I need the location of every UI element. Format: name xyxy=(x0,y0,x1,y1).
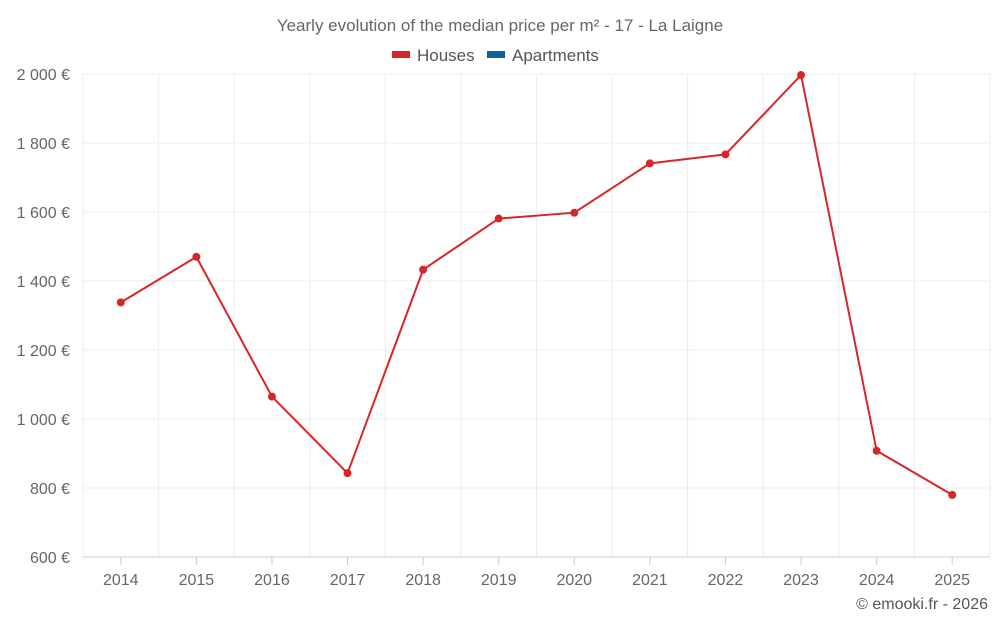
y-tick-label: 1 400 € xyxy=(17,274,70,291)
y-tick-label: 1 600 € xyxy=(17,205,70,222)
y-tick-label: 1 000 € xyxy=(17,412,70,429)
legend: Houses Apartments xyxy=(392,46,599,65)
legend-label-houses[interactable]: Houses xyxy=(417,46,475,65)
y-tick-label: 600 € xyxy=(30,550,70,567)
x-axis: 2014 2015 2016 2017 2018 2019 2020 2021 2022 2023… xyxy=(83,556,990,589)
data-point-houses-2021[interactable] xyxy=(645,159,654,168)
x-tick-label: 2018 xyxy=(405,572,441,589)
y-tick-label: 2 000 € xyxy=(17,67,70,84)
gridlines xyxy=(82,73,991,557)
data-point-houses-2020[interactable] xyxy=(570,208,579,217)
legend-label-apartments[interactable]: Apartments xyxy=(512,46,599,65)
data-point-houses-2022[interactable] xyxy=(721,150,730,159)
chart-title: Yearly evolution of the median price per… xyxy=(277,16,723,35)
data-point-houses-2019[interactable] xyxy=(494,214,503,223)
data-point-houses-2024[interactable] xyxy=(872,446,881,455)
x-tick-label: 2017 xyxy=(330,572,366,589)
credit-text: © emooki.fr - 2026 xyxy=(856,596,988,613)
data-point-houses-2025[interactable] xyxy=(948,490,957,499)
x-tick-label: 2024 xyxy=(859,572,895,589)
data-point-houses-2017[interactable] xyxy=(343,469,352,478)
x-tick-label: 2014 xyxy=(103,572,139,589)
x-tick-label: 2020 xyxy=(556,572,592,589)
y-tick-label: 1 200 € xyxy=(17,343,70,360)
x-tick-label: 2015 xyxy=(179,572,215,589)
y-tick-label: 800 € xyxy=(30,481,70,498)
data-point-houses-2018[interactable] xyxy=(419,265,428,274)
x-tick-label: 2016 xyxy=(254,572,290,589)
y-tick-label: 1 800 € xyxy=(17,136,70,153)
data-point-houses-2015[interactable] xyxy=(192,252,201,261)
data-point-houses-2023[interactable] xyxy=(797,71,806,80)
series-houses xyxy=(116,71,957,499)
x-tick-label: 2023 xyxy=(783,572,819,589)
x-tick-label: 2019 xyxy=(481,572,517,589)
data-point-houses-2014[interactable] xyxy=(116,298,125,307)
legend-swatch-houses xyxy=(392,51,410,58)
y-axis: 600 € 800 € 1 000 € 1 200 € 1 400 € 1 600 € 1 … xyxy=(17,67,70,567)
legend-swatch-apartments xyxy=(487,51,505,58)
series-line-houses xyxy=(120,74,953,496)
data-point-houses-2016[interactable] xyxy=(267,392,276,401)
x-tick-label: 2025 xyxy=(934,572,970,589)
x-tick-label: 2021 xyxy=(632,572,668,589)
x-tick-label: 2022 xyxy=(708,572,744,589)
